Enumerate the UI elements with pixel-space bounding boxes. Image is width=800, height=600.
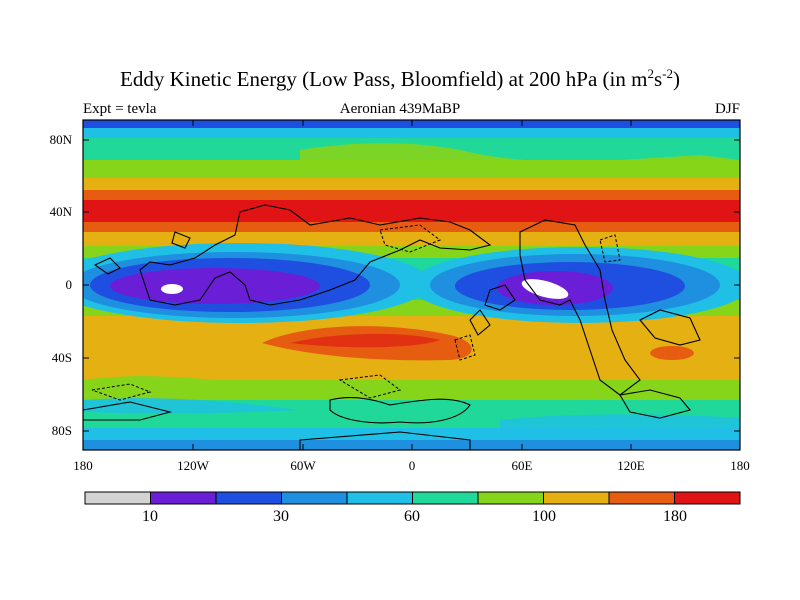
colorbar-swatch xyxy=(215,491,282,505)
colorbar-swatch xyxy=(346,491,413,505)
lon-label-180e: 180 xyxy=(730,458,750,473)
lon-label-60e: 60E xyxy=(511,458,533,473)
plot-title: Eddy Kinetic Energy (Low Pass, Bloomfiel… xyxy=(120,66,680,91)
lat-label-80s: 80S xyxy=(51,423,72,438)
lat-label-80n: 80N xyxy=(49,132,72,147)
coastlines xyxy=(83,204,701,450)
colorbar-swatch xyxy=(608,491,675,505)
contour-field xyxy=(83,120,740,450)
lon-label-180w: 180 xyxy=(73,458,93,473)
lake-outlines xyxy=(91,224,621,401)
lat-label-40s: 40S xyxy=(51,350,72,365)
period-label: Aeronian 439MaBP xyxy=(339,101,461,117)
lon-label-120w: 120W xyxy=(177,458,209,473)
colorbar-label-100: 100 xyxy=(532,508,556,525)
colorbar-swatch xyxy=(412,491,479,505)
colorbar-swatch xyxy=(674,491,741,505)
colorbar xyxy=(84,491,741,505)
colorbar-swatch xyxy=(281,491,348,505)
colorbar-swatch xyxy=(84,491,151,505)
lon-label-120e: 120E xyxy=(617,458,645,473)
colorbar-swatch xyxy=(477,491,544,505)
colorbar-swatch xyxy=(543,491,610,505)
experiment-label: Expt = tevla xyxy=(83,101,157,117)
colorbar-label-30: 30 xyxy=(273,508,289,525)
lat-label-0: 0 xyxy=(65,277,73,292)
colorbar-swatch xyxy=(150,491,217,505)
lat-label-40n: 40N xyxy=(49,204,72,219)
season-label: DJF xyxy=(714,101,740,117)
colorbar-label-10: 10 xyxy=(142,508,158,525)
colorbar-label-180: 180 xyxy=(663,508,687,525)
colorbar-label-60: 60 xyxy=(404,508,420,525)
lon-label-0: 0 xyxy=(408,458,416,473)
lon-label-60w: 60W xyxy=(290,458,316,473)
tick-marks xyxy=(83,120,740,450)
